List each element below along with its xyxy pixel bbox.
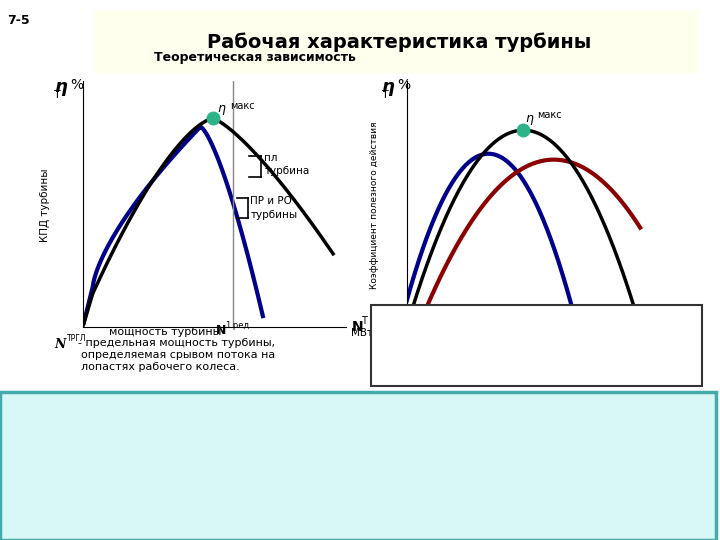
Text: Максимальное значение КПД
достигается в одной точке
рабочей характеристики: Максимальное значение КПД достигается в … (422, 320, 651, 369)
Text: Коэффициент полезного действия: Коэффициент полезного действия (370, 122, 379, 289)
Text: определяемая срывом потока на: определяемая срывом потока на (81, 350, 276, 360)
Text: р: р (552, 335, 558, 345)
Text: N: N (667, 320, 678, 334)
Text: МВт: МВт (667, 328, 689, 338)
Text: T: T (677, 316, 683, 326)
Text: - предельная мощность турбины,: - предельная мощность турбины, (78, 338, 275, 348)
Text: η: η (217, 102, 225, 115)
Text: 1.ред: 1.ред (225, 321, 249, 330)
Text: ПР и РО
турбины: ПР и РО турбины (251, 197, 297, 220)
Text: пл
турбина: пл турбина (264, 153, 310, 176)
Text: 7-5: 7-5 (7, 14, 30, 26)
Text: η: η (54, 78, 67, 96)
Text: %: % (71, 78, 84, 92)
Text: T: T (382, 90, 388, 100)
Text: мощность турбины: мощность турбины (109, 327, 222, 337)
Text: H: H (596, 342, 609, 357)
Text: N: N (351, 320, 363, 334)
Text: ▶: ▶ (683, 510, 700, 530)
Text: макс: макс (230, 101, 255, 111)
Text: макс: макс (537, 110, 562, 120)
Text: %: % (397, 78, 410, 92)
Text: лопастях рабочего колеса.: лопастях рабочего колеса. (81, 362, 240, 373)
Text: КПД турбины: КПД турбины (40, 168, 50, 242)
Text: Синхронный поворот лопастей направляющего аппарата и
лопастей рабочего колеса (д: Синхронный поворот лопастей направляющег… (99, 430, 621, 501)
Text: Теоретическая зависимость: Теоретическая зависимость (154, 51, 356, 64)
Text: η: η (382, 78, 395, 96)
Text: H: H (482, 342, 495, 357)
Text: Рабочая характеристика турбины: Рабочая характеристика турбины (207, 32, 592, 52)
Text: МВт: МВт (351, 328, 374, 338)
Text: H: H (534, 342, 546, 357)
Text: Мощность турбины: Мощность турбины (433, 327, 546, 337)
Text: T: T (361, 316, 367, 326)
Text: N: N (54, 338, 66, 350)
Text: ТРГЛ: ТРГЛ (67, 334, 86, 343)
Text: мин: мин (503, 335, 523, 345)
Text: макс: макс (614, 335, 639, 345)
Text: η: η (526, 112, 534, 125)
Text: N: N (216, 324, 226, 337)
Text: T: T (54, 90, 60, 100)
